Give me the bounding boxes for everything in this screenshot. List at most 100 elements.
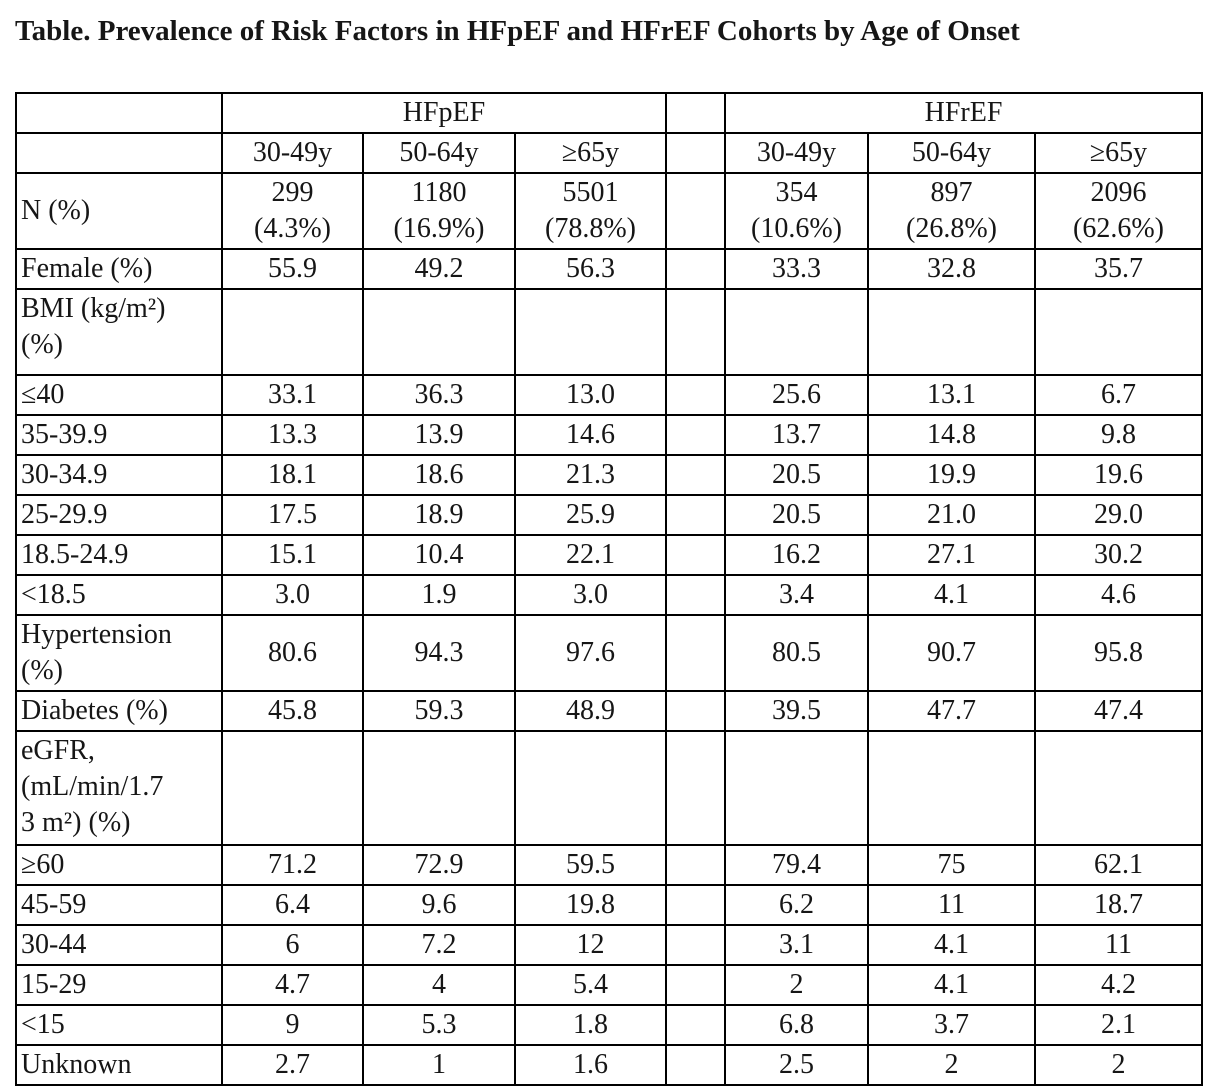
data-cell: 56.3 — [514, 248, 667, 290]
data-cell: 2.7 — [221, 1044, 364, 1086]
data-cell: 10.4 — [362, 534, 516, 576]
data-cell: 13.1 — [867, 374, 1036, 416]
data-cell: 2096 (62.6%) — [1034, 172, 1203, 250]
data-cell: 71.2 — [221, 844, 364, 886]
corner-cell — [15, 92, 223, 134]
row-label: Hypertension (%) — [15, 614, 223, 692]
header-row-ages: 30-49y 50-64y ≥65y 30-49y 50-64y ≥65y — [15, 132, 1203, 174]
data-cell: 33.1 — [221, 374, 364, 416]
spacer-cell — [665, 92, 726, 134]
row-label: eGFR, (mL/min/1.7 3 m²) (%) — [15, 730, 223, 846]
data-cell: 35.7 — [1034, 248, 1203, 290]
risk-factors-table: HFpEF HFrEF 30-49y 50-64y ≥65y 30-49y 50-64y ≥6… — [15, 92, 1203, 1086]
hfpef-group-header: HFpEF — [221, 92, 667, 134]
table-row: 45-59 6.4 9.6 19.8 6.2 11 18.7 — [15, 884, 1203, 926]
hfref-age-header: ≥65y — [1034, 132, 1203, 174]
data-cell: 47.7 — [867, 690, 1036, 732]
data-cell: 5501 (78.8%) — [514, 172, 667, 250]
data-cell: 29.0 — [1034, 494, 1203, 536]
data-cell: 6.8 — [724, 1004, 869, 1046]
data-cell: 21.3 — [514, 454, 667, 496]
data-cell: 25.9 — [514, 494, 667, 536]
table-row: Unknown 2.7 1 1.6 2.5 2 2 — [15, 1044, 1203, 1086]
data-cell: 32.8 — [867, 248, 1036, 290]
data-cell: 12 — [514, 924, 667, 966]
spacer-cell — [665, 172, 726, 250]
row-label: 35-39.9 — [15, 414, 223, 456]
data-cell: 4.7 — [221, 964, 364, 1006]
data-cell: 33.3 — [724, 248, 869, 290]
data-cell: 30.2 — [1034, 534, 1203, 576]
data-cell: 2 — [1034, 1044, 1203, 1086]
spacer-cell — [665, 454, 726, 496]
table-row: 25-29.9 17.5 18.9 25.9 20.5 21.0 29.0 — [15, 494, 1203, 536]
data-cell: 9.6 — [362, 884, 516, 926]
data-cell: 1.8 — [514, 1004, 667, 1046]
row-label: ≥60 — [15, 844, 223, 886]
data-cell: 18.9 — [362, 494, 516, 536]
data-cell: 14.8 — [867, 414, 1036, 456]
row-label: 15-29 — [15, 964, 223, 1006]
spacer-cell — [665, 924, 726, 966]
table-body: HFpEF HFrEF 30-49y 50-64y ≥65y 30-49y 50-64y ≥6… — [15, 92, 1203, 1086]
spacer-cell — [665, 730, 726, 846]
table-row: BMI (kg/m²) (%) — [15, 288, 1203, 376]
table-row: 30-44 6 7.2 12 3.1 4.1 11 — [15, 924, 1203, 966]
row-label: 25-29.9 — [15, 494, 223, 536]
data-cell: 4 — [362, 964, 516, 1006]
data-cell: 13.3 — [221, 414, 364, 456]
row-label: <18.5 — [15, 574, 223, 616]
data-cell: 80.5 — [724, 614, 869, 692]
data-cell: 55.9 — [221, 248, 364, 290]
data-cell: 11 — [1034, 924, 1203, 966]
data-cell: 11 — [867, 884, 1036, 926]
data-cell — [221, 730, 364, 846]
spacer-cell — [665, 1004, 726, 1046]
spacer-cell — [665, 248, 726, 290]
data-cell: 62.1 — [1034, 844, 1203, 886]
spacer-cell — [665, 132, 726, 174]
data-cell — [514, 288, 667, 376]
data-cell: 80.6 — [221, 614, 364, 692]
data-cell: 15.1 — [221, 534, 364, 576]
data-cell — [362, 288, 516, 376]
data-cell: 3.1 — [724, 924, 869, 966]
data-cell: 1.6 — [514, 1044, 667, 1086]
data-cell: 5.3 — [362, 1004, 516, 1046]
data-cell: 16.2 — [724, 534, 869, 576]
table-title: Table. Prevalence of Risk Factors in HFp… — [15, 15, 1020, 47]
data-cell: 19.8 — [514, 884, 667, 926]
data-cell: 90.7 — [867, 614, 1036, 692]
data-cell: 6.2 — [724, 884, 869, 926]
hfpef-age-header: 50-64y — [362, 132, 516, 174]
data-cell: 59.3 — [362, 690, 516, 732]
data-cell: 4.1 — [867, 574, 1036, 616]
row-label: <15 — [15, 1004, 223, 1046]
data-cell — [1034, 730, 1203, 846]
spacer-cell — [665, 884, 726, 926]
data-cell: 25.6 — [724, 374, 869, 416]
table-row: Hypertension (%) 80.6 94.3 97.6 80.5 90.7 95.8 — [15, 614, 1203, 692]
data-cell: 9.8 — [1034, 414, 1203, 456]
table-row: <18.5 3.0 1.9 3.0 3.4 4.1 4.6 — [15, 574, 1203, 616]
data-cell: 1180 (16.9%) — [362, 172, 516, 250]
data-cell: 13.7 — [724, 414, 869, 456]
data-cell — [724, 730, 869, 846]
data-cell: 4.6 — [1034, 574, 1203, 616]
data-cell: 18.7 — [1034, 884, 1203, 926]
table-row: N (%) 299 (4.3%) 1180 (16.9%) 5501 (78.8%) 3… — [15, 172, 1203, 250]
data-cell: 6 — [221, 924, 364, 966]
table-row: 15-29 4.7 4 5.4 2 4.1 4.2 — [15, 964, 1203, 1006]
data-cell: 19.9 — [867, 454, 1036, 496]
data-cell: 3.7 — [867, 1004, 1036, 1046]
table-row: 35-39.9 13.3 13.9 14.6 13.7 14.8 9.8 — [15, 414, 1203, 456]
data-cell: 4.2 — [1034, 964, 1203, 1006]
data-cell: 2.5 — [724, 1044, 869, 1086]
table-row: 18.5-24.9 15.1 10.4 22.1 16.2 27.1 30.2 — [15, 534, 1203, 576]
data-cell: 897 (26.8%) — [867, 172, 1036, 250]
data-cell: 47.4 — [1034, 690, 1203, 732]
table-row: ≥60 71.2 72.9 59.5 79.4 75 62.1 — [15, 844, 1203, 886]
data-cell: 6.4 — [221, 884, 364, 926]
data-cell: 17.5 — [221, 494, 364, 536]
data-cell: 49.2 — [362, 248, 516, 290]
